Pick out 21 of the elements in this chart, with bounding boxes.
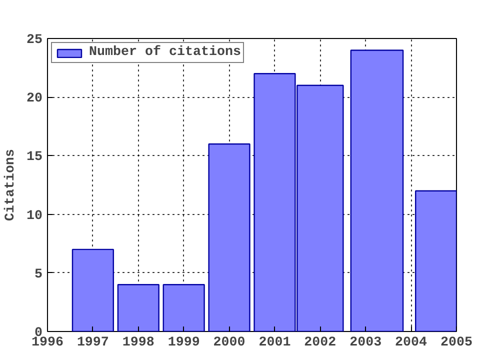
bar bbox=[415, 190, 456, 332]
x-tick-label: 2000 bbox=[213, 336, 246, 350]
x-tick-label: 2003 bbox=[350, 336, 382, 350]
bar bbox=[162, 284, 205, 332]
x-tick-label: 1997 bbox=[76, 336, 109, 350]
legend-label: Number of citations bbox=[89, 45, 241, 60]
bar bbox=[117, 284, 160, 332]
x-tick-label: 2004 bbox=[395, 336, 428, 350]
bar bbox=[208, 143, 250, 332]
y-tick-label: 10 bbox=[26, 208, 43, 224]
x-tick-label: 2005 bbox=[440, 336, 473, 350]
x-tick-label: 2001 bbox=[258, 336, 291, 350]
y-tick-label: 20 bbox=[26, 92, 43, 107]
x-tick-label: 2002 bbox=[304, 336, 336, 350]
x-tick-label: 1999 bbox=[168, 336, 200, 350]
y-tick-label: 5 bbox=[34, 267, 42, 282]
x-tick-label: 1998 bbox=[122, 336, 154, 350]
y-axis-title: Citations bbox=[4, 149, 19, 221]
y-tick-label: 25 bbox=[26, 33, 43, 48]
y-tick-label: 15 bbox=[26, 150, 43, 166]
bar bbox=[72, 248, 114, 332]
